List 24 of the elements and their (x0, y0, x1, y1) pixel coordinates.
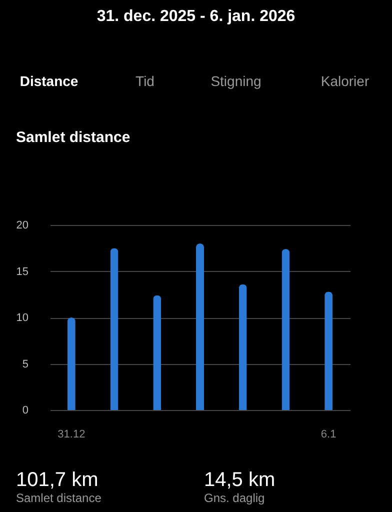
bar (282, 249, 290, 410)
text: 14,5 km (204, 469, 276, 491)
text: Tid (136, 73, 154, 89)
y-tick-label: 5 (22, 358, 28, 370)
bar (110, 248, 118, 410)
text: Samlet distance (16, 491, 102, 505)
bar (67, 318, 76, 410)
text: Distance (20, 73, 78, 89)
bar (324, 292, 333, 410)
bar (196, 244, 204, 410)
y-tick-label: 10 (16, 312, 28, 324)
y-tick-label: 0 (22, 404, 28, 416)
chart-subtitle: Samlet distance (16, 129, 130, 146)
x-tick-label: 6.1 (320, 428, 336, 440)
text: Stigning (210, 73, 262, 89)
text: Kalorier (320, 73, 370, 89)
y-tick-label: 15 (16, 266, 28, 278)
y-tick-label: 20 (16, 220, 28, 232)
bar (153, 295, 162, 410)
text: 101,7 km (16, 469, 98, 491)
x-tick-label: 31.12 (58, 428, 86, 440)
bar (238, 284, 247, 410)
chart-title: 31. dec. 2025 - 6. jan. 2026 (96, 8, 296, 25)
text: Gns. daglig (204, 491, 265, 505)
